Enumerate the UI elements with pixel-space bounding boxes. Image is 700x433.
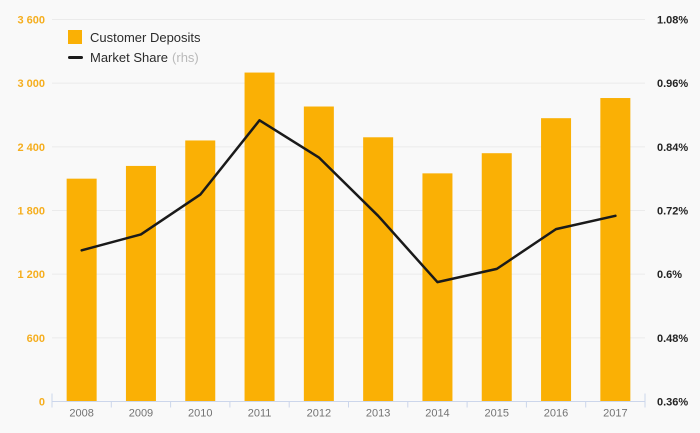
bar-2015 [481,153,512,402]
y-axis-label-left: 1 200 [17,269,45,281]
bar-2013 [363,137,394,402]
y-axis-label-left: 600 [27,333,45,345]
x-axis-label-2013: 2013 [366,408,390,420]
market-share-line [80,119,617,284]
x-axis-label-2008: 2008 [69,408,93,420]
legend-label-customer-deposits: Customer Deposits [90,29,201,45]
legend-label-market-share: Market Share [90,49,169,65]
x-axis-label-2010: 2010 [188,408,212,420]
bar-2017 [600,98,631,402]
y-axis-label-right: 0.84% [657,142,688,154]
x-axis-label-2016: 2016 [544,408,568,420]
y-axis-label-left: 3 000 [17,78,45,90]
y-axis-label-left: 1 800 [17,206,45,218]
y-axis-label-left: 0 [39,397,45,409]
x-axis-label-2012: 2012 [307,408,331,420]
line-series-dash-icon [68,55,83,59]
bar-2016 [541,118,572,402]
y-axis-label-right: 0.6% [657,269,682,281]
y-axis-label-right: 1.08% [657,15,688,27]
y-axis-label-left: 3 600 [17,15,45,27]
x-axis-label-2014: 2014 [425,408,449,420]
y-axis-label-right: 0.48% [657,333,688,345]
y-axis-label-right: 0.96% [657,78,688,90]
x-axis-label-2015: 2015 [485,408,509,420]
legend-item-market-share[interactable]: Market Share (rhs) [68,47,201,67]
bar-series-swatch-icon [68,30,82,44]
x-axis-label-2011: 2011 [248,408,272,420]
bar-2008 [66,178,97,402]
bar-2012 [303,106,334,402]
x-axis-label-2017: 2017 [603,408,627,420]
legend-label-rhs-suffix: (rhs) [172,49,199,65]
y-axis-label-right: 0.72% [657,206,688,218]
chart-legend: Customer Deposits Market Share (rhs) [68,27,201,67]
bar-2009 [125,165,156,402]
bar-2014 [422,173,453,402]
y-axis-label-left: 2 400 [17,142,45,154]
x-axis-label-2009: 2009 [129,408,153,420]
legend-item-customer-deposits[interactable]: Customer Deposits [68,27,201,47]
y-axis-label-right: 0.36% [657,397,688,409]
